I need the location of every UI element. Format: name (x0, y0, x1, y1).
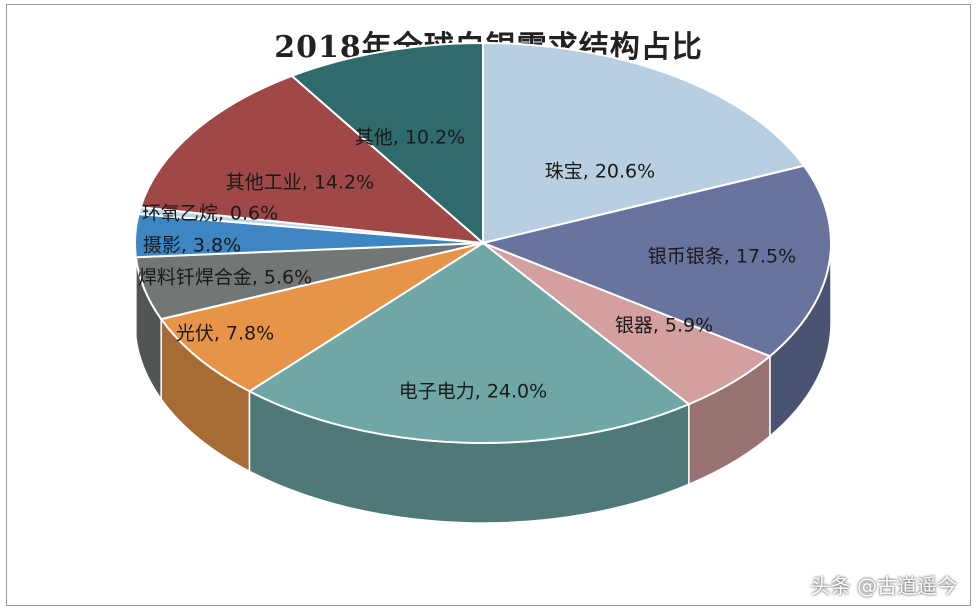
pie-slice-银币银条 (479, 164, 832, 358)
pie-label-光伏: 光伏, 7.8% (176, 323, 274, 345)
pie-label-其他: 其他, 10.2% (355, 127, 465, 149)
pie-label-银币银条: 银币银条, 17.5% (648, 246, 796, 268)
pie-slice-其他 (289, 41, 484, 246)
pie-label-珠宝: 珠宝, 20.6% (545, 161, 655, 183)
pie-label-焊料钎焊合金: 焊料钎焊合金, 5.6% (138, 267, 312, 289)
pie-slice-其他工业 (139, 74, 487, 245)
pie-label-电子电力: 电子电力, 24.0% (399, 381, 547, 403)
watermark: 头条 @古道遥今 (810, 574, 957, 598)
pie-label-环氧乙烷: 环氧乙烷, 0.6% (142, 203, 278, 225)
pie-label-银器: 银器, 5.9% (615, 315, 713, 337)
pie-slice-珠宝 (482, 41, 806, 245)
pie-label-其他工业: 其他工业, 14.2% (226, 172, 374, 194)
pie-slice-光伏 (159, 242, 484, 393)
pie-slice-电子电力 (247, 241, 691, 444)
pie-label-摄影: 摄影, 3.8% (143, 235, 241, 257)
